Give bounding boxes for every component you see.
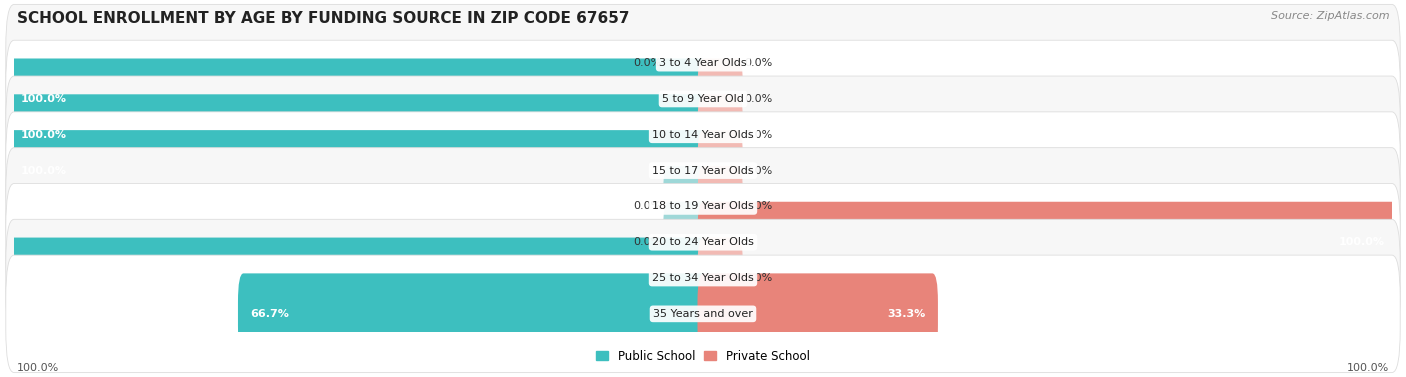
FancyBboxPatch shape [6,184,1400,301]
FancyBboxPatch shape [8,94,709,175]
Text: 18 to 19 Year Olds: 18 to 19 Year Olds [652,201,754,211]
FancyBboxPatch shape [697,202,1398,283]
Text: 20 to 24 Year Olds: 20 to 24 Year Olds [652,237,754,247]
FancyBboxPatch shape [697,94,742,175]
FancyBboxPatch shape [697,58,742,139]
Text: 0.0%: 0.0% [634,201,662,211]
FancyBboxPatch shape [6,148,1400,265]
Text: 25 to 34 Year Olds: 25 to 34 Year Olds [652,273,754,283]
Text: 100.0%: 100.0% [21,273,67,283]
FancyBboxPatch shape [697,238,742,319]
Text: 100.0%: 100.0% [1347,363,1389,373]
FancyBboxPatch shape [8,130,709,211]
FancyBboxPatch shape [6,5,1400,122]
FancyBboxPatch shape [8,58,709,139]
FancyBboxPatch shape [6,219,1400,337]
FancyBboxPatch shape [6,112,1400,229]
Text: 100.0%: 100.0% [21,130,67,140]
Text: 15 to 17 Year Olds: 15 to 17 Year Olds [652,166,754,176]
FancyBboxPatch shape [664,166,709,247]
Text: Source: ZipAtlas.com: Source: ZipAtlas.com [1271,11,1389,21]
FancyBboxPatch shape [238,273,709,354]
Text: 100.0%: 100.0% [21,94,67,104]
Text: 66.7%: 66.7% [250,309,290,319]
FancyBboxPatch shape [697,273,938,354]
FancyBboxPatch shape [6,40,1400,158]
Text: 0.0%: 0.0% [744,58,772,68]
Text: 100.0%: 100.0% [1339,237,1385,247]
Text: SCHOOL ENROLLMENT BY AGE BY FUNDING SOURCE IN ZIP CODE 67657: SCHOOL ENROLLMENT BY AGE BY FUNDING SOUR… [17,11,630,26]
FancyBboxPatch shape [6,76,1400,193]
Text: 0.0%: 0.0% [634,237,662,247]
Legend: Public School, Private School: Public School, Private School [592,345,814,367]
FancyBboxPatch shape [6,255,1400,372]
Text: 100.0%: 100.0% [21,166,67,176]
FancyBboxPatch shape [697,166,742,247]
Text: 100.0%: 100.0% [17,363,59,373]
Text: 5 to 9 Year Old: 5 to 9 Year Old [662,94,744,104]
Text: 0.0%: 0.0% [634,58,662,68]
Text: 0.0%: 0.0% [744,201,772,211]
FancyBboxPatch shape [697,130,742,211]
Text: 10 to 14 Year Olds: 10 to 14 Year Olds [652,130,754,140]
Text: 0.0%: 0.0% [744,94,772,104]
FancyBboxPatch shape [664,202,709,283]
Text: 0.0%: 0.0% [744,166,772,176]
Text: 33.3%: 33.3% [887,309,925,319]
FancyBboxPatch shape [664,23,709,104]
Text: 3 to 4 Year Olds: 3 to 4 Year Olds [659,58,747,68]
FancyBboxPatch shape [697,23,742,104]
Text: 35 Years and over: 35 Years and over [652,309,754,319]
FancyBboxPatch shape [8,238,709,319]
Text: 0.0%: 0.0% [744,130,772,140]
Text: 0.0%: 0.0% [744,273,772,283]
